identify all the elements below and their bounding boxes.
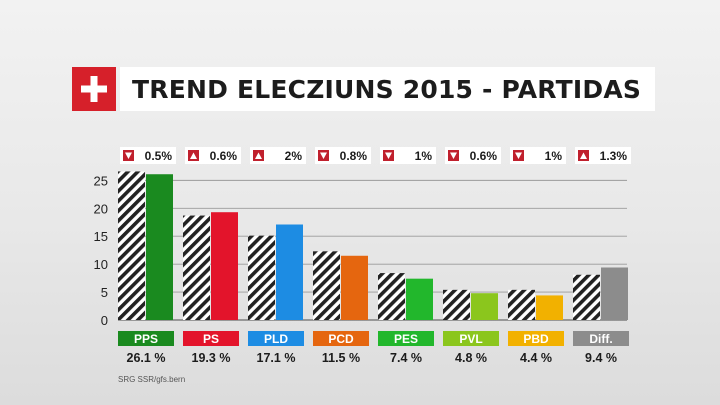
bar-previous-pcd <box>313 251 340 320</box>
party-label-box <box>573 331 629 346</box>
bar-previous-pes <box>378 273 405 320</box>
party-label-box <box>313 331 369 346</box>
bar-current-pbd <box>536 295 563 320</box>
title-box: TREND ELECZIUNS 2015 - PARTIDAS <box>120 67 656 111</box>
change-label: 0.5% <box>145 149 173 163</box>
bar-current-pcd <box>341 255 368 320</box>
party-label-box <box>378 331 434 346</box>
y-tick-label: 10 <box>94 257 108 272</box>
change-badge: 1% <box>510 147 566 164</box>
triangle-down-icon <box>450 152 457 159</box>
chart-title: TREND ELECZIUNS 2015 - PARTIDAS <box>132 74 642 104</box>
value-label: 4.8 % <box>455 351 487 365</box>
bar-current-ps <box>211 212 238 320</box>
triangle-down-icon <box>320 152 327 159</box>
change-label: 2% <box>285 149 303 163</box>
category-label: PBD <box>523 332 549 346</box>
source-credit: SRG SSR/gfs.bern <box>118 375 186 384</box>
category-label: Diff. <box>589 332 612 346</box>
triangle-down-icon <box>125 152 132 159</box>
change-badge: 1.3% <box>575 147 631 164</box>
bar-current-pes <box>406 278 433 320</box>
change-badge: 0.5% <box>120 147 176 164</box>
category-label: PVL <box>459 332 482 346</box>
change-label: 1% <box>415 149 433 163</box>
bar-current-pvl <box>471 293 498 320</box>
category-label: PPS <box>134 332 158 346</box>
change-badge: 0.8% <box>315 147 371 164</box>
change-badge: 0.6% <box>185 147 241 164</box>
change-label: 0.8% <box>340 149 368 163</box>
y-tick-label: 0 <box>101 313 108 328</box>
y-tick-label: 5 <box>101 285 108 300</box>
bar-current-pld <box>276 224 303 320</box>
value-label: 26.1 % <box>127 351 166 365</box>
change-label: 1.3% <box>600 149 628 163</box>
category-label: PS <box>203 332 219 346</box>
change-badge: 1% <box>380 147 436 164</box>
triangle-down-icon <box>515 152 522 159</box>
category-label: PLD <box>264 332 288 346</box>
change-label: 0.6% <box>210 149 238 163</box>
party-label-box <box>443 331 499 346</box>
swiss-cross-icon <box>72 67 116 111</box>
bar-previous-ps <box>183 215 210 320</box>
change-badge: 0.6% <box>445 147 501 164</box>
value-label: 11.5 % <box>322 351 360 365</box>
party-label-box <box>118 331 174 346</box>
value-label: 19.3 % <box>192 351 231 365</box>
triangle-up-icon <box>580 152 587 159</box>
bar-previous-pps <box>118 171 145 320</box>
bar-previous-pbd <box>508 289 535 320</box>
bar-previous-diff <box>573 274 600 320</box>
triangle-down-icon <box>385 152 392 159</box>
bar-current-diff <box>601 267 628 320</box>
bar-current-pps <box>146 174 173 320</box>
title-bar: TREND ELECZIUNS 2015 - PARTIDAS <box>72 67 656 111</box>
party-label-box <box>183 331 239 346</box>
change-badge: 2% <box>250 147 306 164</box>
party-label-box <box>508 331 564 346</box>
change-label: 0.6% <box>470 149 498 163</box>
value-label: 17.1 % <box>257 351 296 365</box>
party-label-box <box>248 331 304 346</box>
value-label: 9.4 % <box>585 351 617 365</box>
bar-previous-pvl <box>443 289 470 320</box>
value-label: 7.4 % <box>390 351 422 365</box>
y-tick-label: 20 <box>94 201 108 216</box>
triangle-up-icon <box>190 152 197 159</box>
category-label: PCD <box>328 332 354 346</box>
bar-previous-pld <box>248 235 275 320</box>
category-label: PES <box>394 332 418 346</box>
y-tick-label: 25 <box>94 173 108 188</box>
change-label: 1% <box>545 149 563 163</box>
value-label: 4.4 % <box>520 351 552 365</box>
triangle-up-icon <box>255 152 262 159</box>
y-tick-label: 15 <box>94 229 108 244</box>
